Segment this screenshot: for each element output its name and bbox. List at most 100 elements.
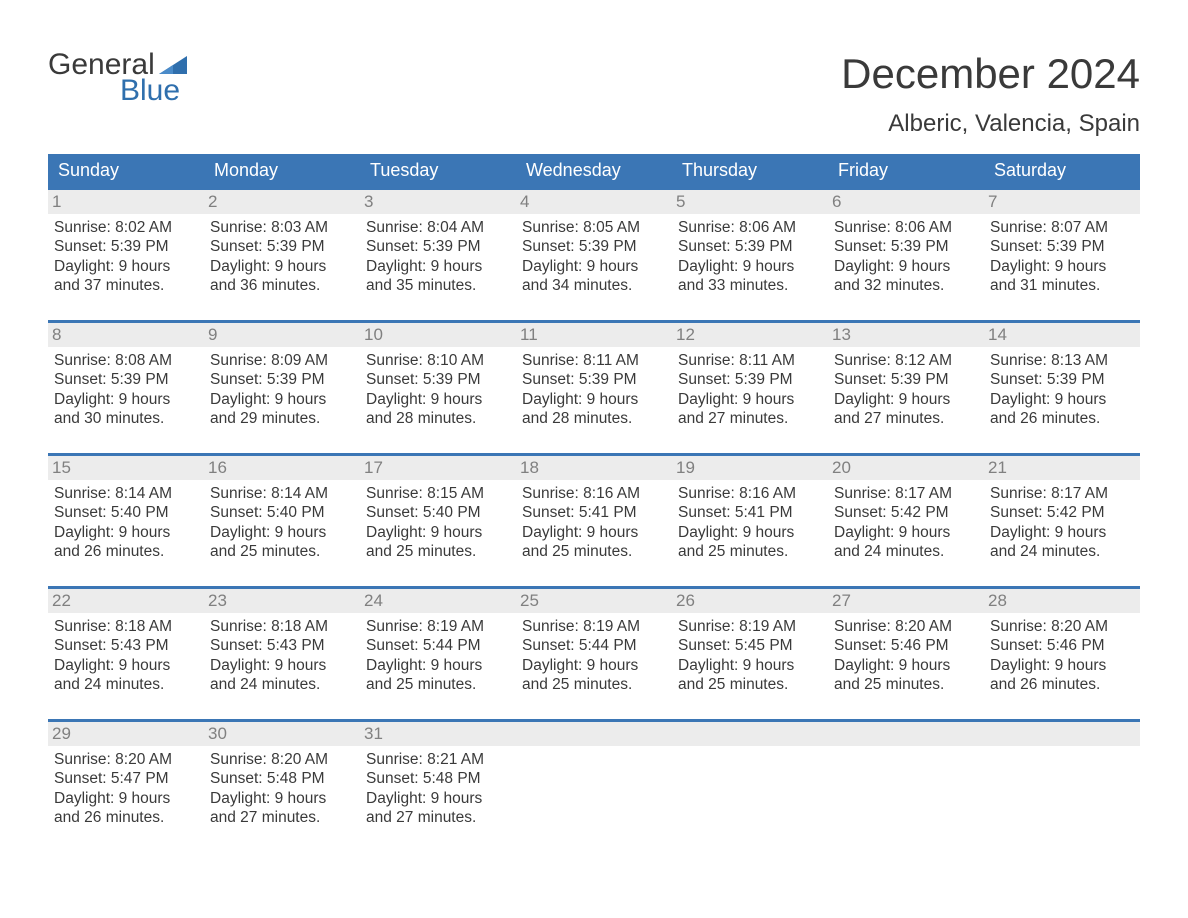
daylight-text: and 32 minutes.	[834, 276, 980, 295]
sunset-text: Sunset: 5:44 PM	[522, 636, 668, 655]
day-cell: 3Sunrise: 8:04 AMSunset: 5:39 PMDaylight…	[360, 190, 516, 302]
sunrise-text: Sunrise: 8:20 AM	[834, 617, 980, 636]
day-content: Sunrise: 8:05 AMSunset: 5:39 PMDaylight:…	[516, 214, 672, 300]
day-cell: 5 Sunrise: 8:06 AMSunset: 5:39 PMDaylight…	[672, 190, 828, 302]
daylight-text: and 27 minutes.	[210, 808, 356, 827]
sunset-text: Sunset: 5:43 PM	[54, 636, 200, 655]
sunrise-text: Sunrise: 8:08 AM	[54, 351, 200, 370]
day-number: 24	[360, 589, 516, 613]
day-header-tuesday: Tuesday	[360, 154, 516, 187]
day-number: 25	[516, 589, 672, 613]
daylight-text: and 37 minutes.	[54, 276, 200, 295]
day-number: 7	[984, 190, 1140, 214]
daylight-text: and 28 minutes.	[522, 409, 668, 428]
day-cell: 6Sunrise: 8:06 AMSunset: 5:39 PMDaylight…	[828, 190, 984, 302]
daylight-text: Daylight: 9 hours	[54, 257, 200, 276]
sunrise-text: Sunrise: 8:15 AM	[366, 484, 512, 503]
sunrise-text: Sunrise: 8:20 AM	[990, 617, 1136, 636]
day-cell: 13Sunrise: 8:12 AMSunset: 5:39 PMDayligh…	[828, 323, 984, 435]
day-content: Sunrise: 8:19 AMSunset: 5:45 PMDaylight:…	[672, 613, 828, 699]
sunset-text: Sunset: 5:46 PM	[990, 636, 1136, 655]
calendar: Sunday Monday Tuesday Wednesday Thursday…	[48, 154, 1140, 834]
daylight-text: Daylight: 9 hours	[366, 523, 512, 542]
daylight-text: and 25 minutes.	[210, 542, 356, 561]
week-row: 1Sunrise: 8:02 AMSunset: 5:39 PMDaylight…	[48, 187, 1140, 302]
day-cell: 28Sunrise: 8:20 AMSunset: 5:46 PMDayligh…	[984, 589, 1140, 701]
title-block: December 2024 Alberic, Valencia, Spain	[841, 50, 1140, 146]
day-cell	[828, 722, 984, 834]
sunrise-text: Sunrise: 8:11 AM	[678, 351, 824, 370]
daylight-text: and 27 minutes.	[678, 409, 824, 428]
day-number: 28	[984, 589, 1140, 613]
sunset-text: Sunset: 5:39 PM	[834, 237, 980, 256]
sunset-text: Sunset: 5:48 PM	[366, 769, 512, 788]
daylight-text: Daylight: 9 hours	[366, 656, 512, 675]
sunset-text: Sunset: 5:39 PM	[522, 370, 668, 389]
daylight-text: and 24 minutes.	[54, 675, 200, 694]
daylight-text: Daylight: 9 hours	[522, 257, 668, 276]
day-cell: 1Sunrise: 8:02 AMSunset: 5:39 PMDaylight…	[48, 190, 204, 302]
day-cell: 17Sunrise: 8:15 AMSunset: 5:40 PMDayligh…	[360, 456, 516, 568]
sunrise-text: Sunrise: 8:19 AM	[366, 617, 512, 636]
day-number: 17	[360, 456, 516, 480]
day-number: 16	[204, 456, 360, 480]
day-content: Sunrise: 8:08 AMSunset: 5:39 PMDaylight:…	[48, 347, 204, 433]
daylight-text: Daylight: 9 hours	[54, 789, 200, 808]
day-content: Sunrise: 8:19 AMSunset: 5:44 PMDaylight:…	[360, 613, 516, 699]
day-content: Sunrise: 8:12 AMSunset: 5:39 PMDaylight:…	[828, 347, 984, 433]
day-header-monday: Monday	[204, 154, 360, 187]
day-content: Sunrise: 8:07 AMSunset: 5:39 PMDaylight:…	[984, 214, 1140, 300]
day-content: Sunrise: 8:15 AMSunset: 5:40 PMDaylight:…	[360, 480, 516, 566]
day-content: Sunrise: 8:14 AMSunset: 5:40 PMDaylight:…	[204, 480, 360, 566]
daylight-text: Daylight: 9 hours	[990, 257, 1136, 276]
day-content: Sunrise: 8:11 AMSunset: 5:39 PMDaylight:…	[516, 347, 672, 433]
daylight-text: and 25 minutes.	[366, 675, 512, 694]
day-number: 5	[672, 190, 828, 214]
daylight-text: and 27 minutes.	[834, 409, 980, 428]
sunset-text: Sunset: 5:39 PM	[678, 370, 824, 389]
day-content: Sunrise: 8:09 AMSunset: 5:39 PMDaylight:…	[204, 347, 360, 433]
daylight-text: Daylight: 9 hours	[210, 656, 356, 675]
daylight-text: and 26 minutes.	[54, 542, 200, 561]
daylight-text: Daylight: 9 hours	[834, 390, 980, 409]
day-content: Sunrise: 8:20 AMSunset: 5:46 PMDaylight:…	[828, 613, 984, 699]
daylight-text: and 25 minutes.	[366, 542, 512, 561]
day-header-friday: Friday	[828, 154, 984, 187]
daylight-text: Daylight: 9 hours	[54, 523, 200, 542]
sunset-text: Sunset: 5:41 PM	[678, 503, 824, 522]
day-content: Sunrise: 8:04 AMSunset: 5:39 PMDaylight:…	[360, 214, 516, 300]
sunrise-text: Sunrise: 8:16 AM	[522, 484, 668, 503]
day-header-saturday: Saturday	[984, 154, 1140, 187]
daylight-text: Daylight: 9 hours	[834, 257, 980, 276]
day-content: Sunrise: 8:10 AMSunset: 5:39 PMDaylight:…	[360, 347, 516, 433]
daylight-text: and 25 minutes.	[678, 675, 824, 694]
day-number: 21	[984, 456, 1140, 480]
daylight-text: Daylight: 9 hours	[210, 523, 356, 542]
day-number: 1	[48, 190, 204, 214]
daylight-text: Daylight: 9 hours	[678, 257, 824, 276]
daylight-text: and 24 minutes.	[834, 542, 980, 561]
sunset-text: Sunset: 5:43 PM	[210, 636, 356, 655]
sunset-text: Sunset: 5:40 PM	[210, 503, 356, 522]
day-cell: 20Sunrise: 8:17 AMSunset: 5:42 PMDayligh…	[828, 456, 984, 568]
sunset-text: Sunset: 5:45 PM	[678, 636, 824, 655]
sunrise-text: Sunrise: 8:14 AM	[210, 484, 356, 503]
day-cell: 12Sunrise: 8:11 AMSunset: 5:39 PMDayligh…	[672, 323, 828, 435]
day-content: Sunrise: 8:20 AMSunset: 5:46 PMDaylight:…	[984, 613, 1140, 699]
daylight-text: and 25 minutes.	[522, 542, 668, 561]
sunrise-text: Sunrise: 8:19 AM	[522, 617, 668, 636]
daylight-text: and 25 minutes.	[522, 675, 668, 694]
week-row: 8Sunrise: 8:08 AMSunset: 5:39 PMDaylight…	[48, 320, 1140, 435]
day-number: 23	[204, 589, 360, 613]
day-cell: 22Sunrise: 8:18 AMSunset: 5:43 PMDayligh…	[48, 589, 204, 701]
day-cell: 23Sunrise: 8:18 AMSunset: 5:43 PMDayligh…	[204, 589, 360, 701]
day-cell: 19Sunrise: 8:16 AMSunset: 5:41 PMDayligh…	[672, 456, 828, 568]
sunrise-text: Sunrise: 8:07 AM	[990, 218, 1136, 237]
sunset-text: Sunset: 5:39 PM	[678, 237, 824, 256]
sunrise-text: Sunrise: 8:06 AM	[678, 218, 824, 237]
sunset-text: Sunset: 5:40 PM	[366, 503, 512, 522]
day-number: 18	[516, 456, 672, 480]
day-content: Sunrise: 8:18 AMSunset: 5:43 PMDaylight:…	[204, 613, 360, 699]
daylight-text: Daylight: 9 hours	[54, 390, 200, 409]
daylight-text: and 28 minutes.	[366, 409, 512, 428]
